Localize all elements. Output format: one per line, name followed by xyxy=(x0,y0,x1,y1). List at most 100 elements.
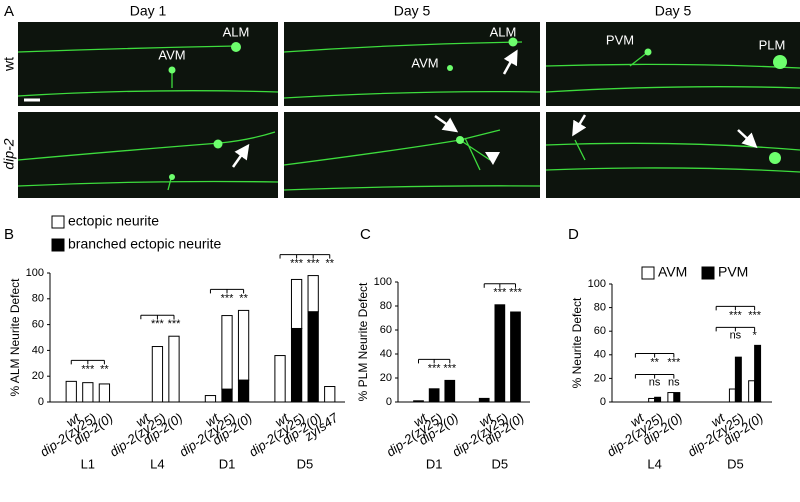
bar xyxy=(648,397,656,403)
y-tick-label: 100 xyxy=(588,278,606,290)
bar-segment xyxy=(510,311,521,403)
bar-segment xyxy=(478,397,490,403)
bar-segment xyxy=(82,382,94,403)
legend-swatch xyxy=(51,238,65,252)
column-title: Day 5 xyxy=(394,3,431,19)
row-title: dip-2 xyxy=(1,138,17,169)
bar-segment xyxy=(413,400,424,403)
image-label: AVM xyxy=(411,55,438,70)
legend-label: branched ectopic neurite xyxy=(68,236,222,252)
bar xyxy=(673,392,681,403)
legend-label: ectopic neurite xyxy=(68,213,159,229)
significance: *** xyxy=(667,356,681,368)
y-tick-label: 40 xyxy=(594,349,606,361)
significance: *** xyxy=(151,318,165,330)
image-label: AVM xyxy=(158,47,185,62)
bar xyxy=(754,344,762,403)
significance: ns xyxy=(668,376,680,388)
significance: ns xyxy=(730,329,742,341)
group-label: D5 xyxy=(492,456,509,471)
y-tick-label: 60 xyxy=(380,324,392,336)
panel-label: D xyxy=(568,226,579,243)
y-tick-label: 0 xyxy=(386,396,392,408)
panel-label: A xyxy=(4,3,14,20)
bar-segment xyxy=(237,309,250,381)
y-tick-label: 20 xyxy=(32,370,44,382)
bar-segment xyxy=(274,355,286,403)
row-title: wt xyxy=(1,57,17,72)
legend-swatch xyxy=(701,266,715,280)
y-tick-label: 60 xyxy=(594,325,606,337)
significance: *** xyxy=(748,309,762,321)
bar-segment xyxy=(290,278,303,329)
bar-segment xyxy=(428,388,440,403)
bar-segment xyxy=(324,386,336,403)
image-label: ALM xyxy=(223,24,250,39)
significance: *** xyxy=(307,257,321,269)
bar-segment xyxy=(237,379,250,403)
image-label: ALM xyxy=(490,24,517,39)
significance: *** xyxy=(729,309,743,321)
y-axis-title: % ALM Neurite Defect xyxy=(8,278,22,397)
bar-segment xyxy=(151,346,164,403)
significance: ** xyxy=(100,363,109,375)
bar xyxy=(667,392,675,403)
significance: *** xyxy=(290,257,304,269)
significance: *** xyxy=(443,362,457,374)
bar-segment xyxy=(168,335,180,403)
y-tick-label: 80 xyxy=(380,300,392,312)
panel-label: C xyxy=(360,226,371,243)
legend-label: PVM xyxy=(718,264,748,280)
column-title: Day 1 xyxy=(130,3,167,19)
bar-segment xyxy=(494,304,506,403)
y-tick-label: 20 xyxy=(594,372,606,384)
group-label: D5 xyxy=(727,456,744,471)
y-tick-label: 0 xyxy=(38,396,44,408)
image-label: PLM xyxy=(759,37,786,52)
group-label: D5 xyxy=(297,456,314,471)
significance: *** xyxy=(168,318,182,330)
bar-segment xyxy=(307,275,319,313)
bar-segment xyxy=(98,383,111,403)
group-label: D1 xyxy=(426,456,443,471)
y-tick-label: 100 xyxy=(26,267,44,279)
bar-segment xyxy=(65,380,77,403)
legend-swatch xyxy=(51,215,65,229)
y-tick-label: 40 xyxy=(380,348,392,360)
y-tick-label: 20 xyxy=(380,372,392,384)
y-axis-title: % Neurite Defect xyxy=(570,297,584,388)
column-title: Day 5 xyxy=(655,3,692,19)
bar-segment xyxy=(307,311,319,403)
bar xyxy=(748,380,756,403)
bar xyxy=(734,356,742,403)
y-tick-label: 80 xyxy=(594,302,606,314)
bar xyxy=(728,388,736,403)
significance: * xyxy=(752,329,757,341)
significance: ** xyxy=(239,292,248,304)
significance: *** xyxy=(428,362,442,374)
bar xyxy=(654,396,662,403)
y-tick-label: 40 xyxy=(32,344,44,356)
y-tick-label: 60 xyxy=(32,319,44,331)
panel-label: B xyxy=(4,226,14,243)
image-label: PVM xyxy=(606,32,634,47)
y-tick-label: 0 xyxy=(600,396,606,408)
x-tick-label: zyIs47 xyxy=(301,410,342,445)
significance: *** xyxy=(493,287,507,299)
group-label: L1 xyxy=(81,456,95,471)
significance: *** xyxy=(509,287,523,299)
significance: *** xyxy=(221,292,235,304)
significance: *** xyxy=(81,363,95,375)
bar-segment xyxy=(221,388,233,403)
legend-label: AVM xyxy=(658,264,687,280)
bar-segment xyxy=(444,379,456,403)
significance: ns xyxy=(649,376,661,388)
group-label: D1 xyxy=(219,456,236,471)
y-tick-label: 100 xyxy=(374,276,392,288)
y-tick-label: 80 xyxy=(32,293,44,305)
significance: ** xyxy=(650,356,659,368)
y-axis-title: % PLM Neurite Defect xyxy=(356,282,370,401)
group-label: L4 xyxy=(647,456,661,471)
legend-swatch xyxy=(641,266,655,280)
